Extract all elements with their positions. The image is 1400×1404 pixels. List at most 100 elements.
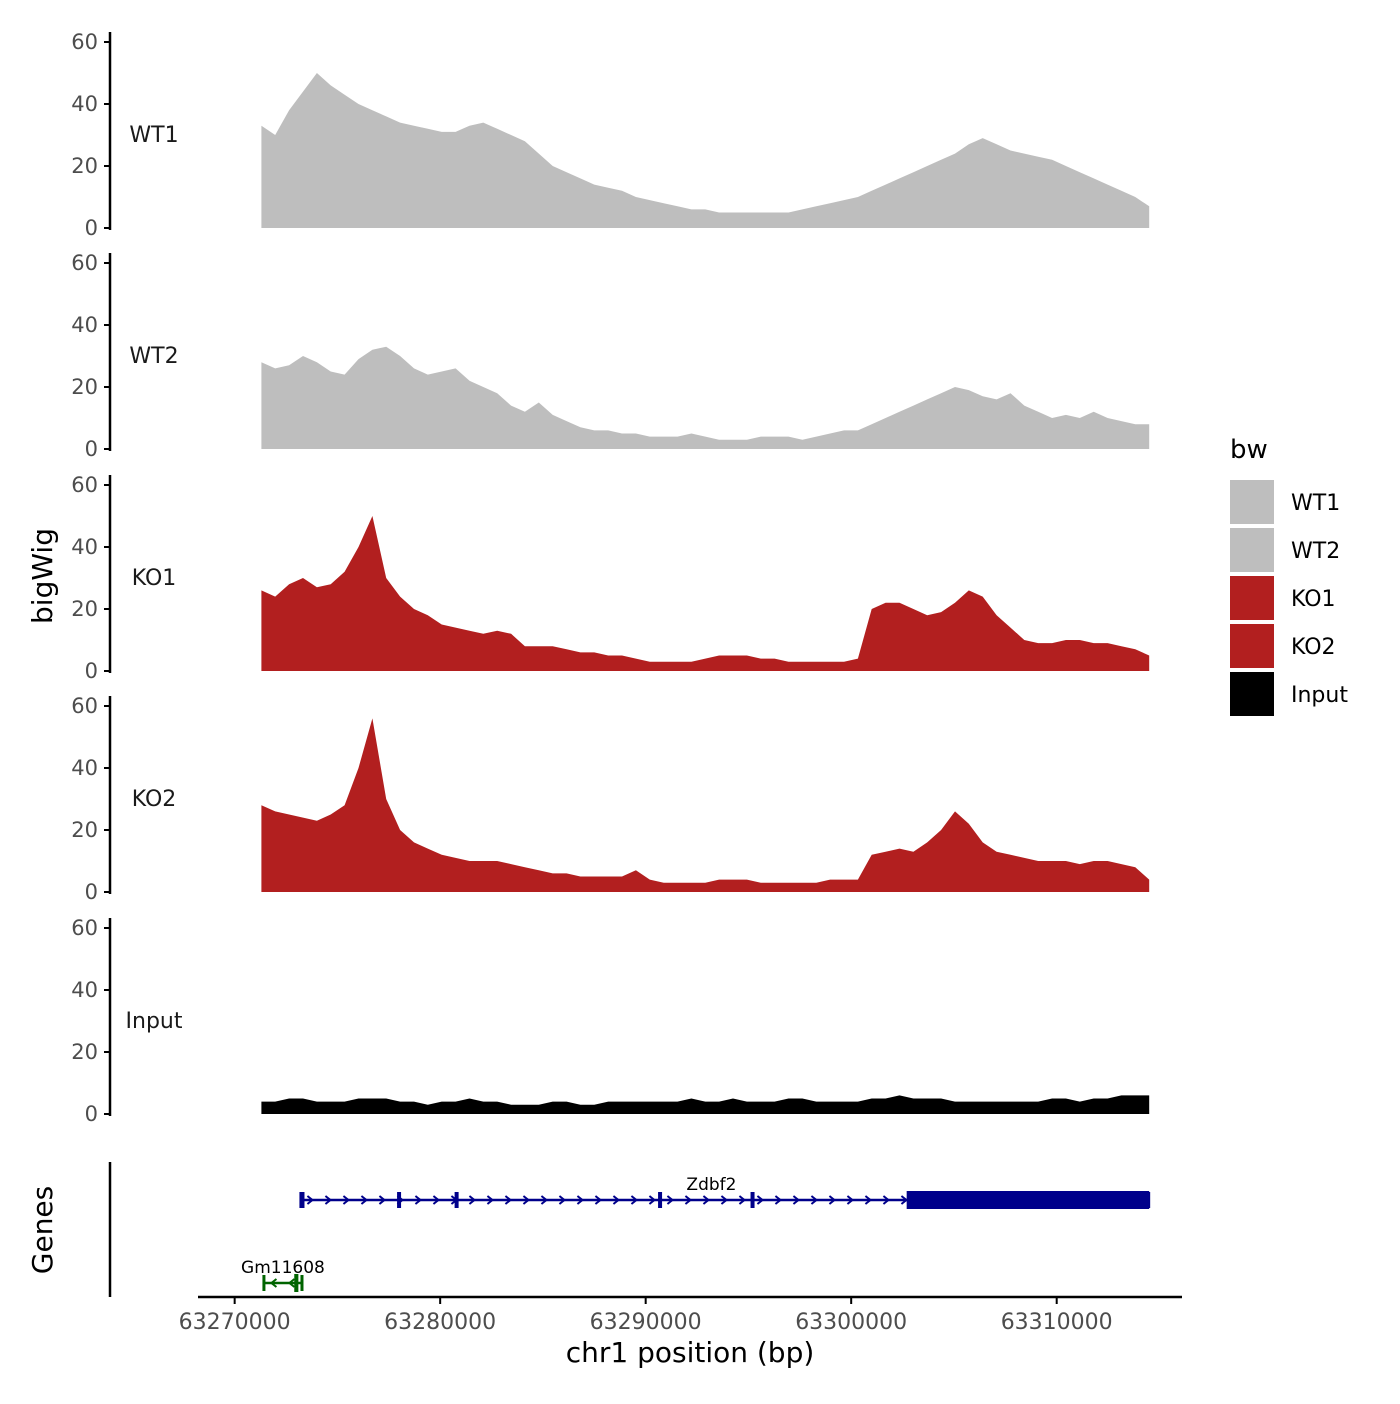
y-tick-label: 60	[71, 251, 98, 275]
y-tick-label: 60	[71, 694, 98, 718]
legend-swatch-wt1	[1230, 480, 1274, 524]
legend-swatch-input	[1230, 672, 1274, 716]
strand-arrow	[630, 1195, 639, 1205]
strand-arrow	[378, 1195, 387, 1205]
gene-label: Gm11608	[241, 1258, 325, 1278]
strand-arrow	[864, 1195, 873, 1205]
strand-arrow	[414, 1195, 423, 1205]
y-tick-label: 0	[85, 216, 98, 240]
y-tick-label: 0	[85, 1102, 98, 1126]
legend-label-wt1: WT1	[1291, 491, 1340, 516]
exon-mark	[300, 1192, 305, 1208]
strand-arrow	[828, 1195, 837, 1205]
signal-area-ko1	[261, 516, 1150, 671]
y-tick-label: 20	[71, 818, 98, 842]
legend-label-ko1: KO1	[1291, 587, 1336, 612]
strand-arrow	[486, 1195, 495, 1205]
strand-arrow	[306, 1195, 315, 1205]
gene-zdbf2: Zdbf2	[299, 1175, 1151, 1209]
legend-label-wt2: WT2	[1291, 539, 1340, 564]
strand-arrow	[648, 1195, 657, 1205]
strand-arrow	[594, 1195, 603, 1205]
y-tick-label: 40	[71, 756, 98, 780]
track-wt2: 0 20 40 60 WT2	[71, 251, 1150, 461]
y-tick-label: 20	[71, 597, 98, 621]
strand-arrow	[684, 1195, 693, 1205]
exon-mark	[750, 1192, 755, 1208]
y-tick-label: 40	[71, 313, 98, 337]
y-tick-label: 0	[85, 659, 98, 683]
strand-arrow	[666, 1195, 675, 1205]
strand-arrow	[882, 1195, 891, 1205]
gene-label: Zdbf2	[686, 1175, 736, 1195]
signal-area-wt2	[261, 346, 1150, 449]
strand-arrow	[702, 1195, 711, 1205]
strand-arrow	[576, 1195, 585, 1205]
strand-arrow	[900, 1195, 909, 1205]
legend-swatch-wt2	[1230, 528, 1274, 572]
x-axis: 63270000 63280000 63290000 63300000 63310000	[179, 1295, 1182, 1335]
y-tick-label: 0	[85, 880, 98, 904]
signal-area-wt1	[261, 73, 1150, 228]
strand-arrow	[324, 1195, 333, 1205]
strand-arrow	[342, 1195, 351, 1205]
x-tick-label: 63300000	[795, 1310, 907, 1335]
track-label-wt2: WT2	[129, 344, 178, 369]
strand-arrow	[792, 1195, 801, 1205]
track-wt1: 0 20 40 60 WT1	[71, 30, 1150, 240]
y-tick-label: 40	[71, 92, 98, 116]
strand-arrow	[269, 1278, 278, 1288]
strand-arrow	[810, 1195, 819, 1205]
gene-thick-block	[906, 1191, 1150, 1209]
y-tick-label: 60	[71, 473, 98, 497]
strand-arrow	[432, 1195, 441, 1205]
legend-title: bw	[1230, 435, 1268, 465]
gene-gm11608: Gm11608	[241, 1258, 325, 1292]
gene-start-cap	[262, 1275, 266, 1291]
track-ko1: 0 20 40 60 KO1	[71, 473, 1150, 683]
y-tick-label: 20	[71, 1040, 98, 1064]
track-label-input: Input	[126, 1009, 183, 1034]
legend-label-input: Input	[1291, 683, 1348, 708]
strand-arrow	[522, 1195, 531, 1205]
gene-thick-block	[294, 1274, 299, 1292]
x-tick-label: 63310000	[1001, 1310, 1113, 1335]
strand-arrow	[774, 1195, 783, 1205]
y-tick-label: 40	[71, 978, 98, 1002]
legend-label-ko2: KO2	[1291, 635, 1336, 660]
y-tick-label: 20	[71, 154, 98, 178]
strand-arrow	[756, 1195, 765, 1205]
track-ko2: 0 20 40 60 KO2	[71, 694, 1150, 904]
x-tick-label: 63290000	[590, 1310, 702, 1335]
track-label-ko2: KO2	[132, 787, 177, 812]
y-axis-title: bigWig	[26, 528, 59, 624]
track-label-wt1: WT1	[129, 123, 178, 148]
genes-axis-title: Genes	[26, 1186, 59, 1274]
gene-end-cap	[300, 1275, 304, 1291]
y-tick-label: 0	[85, 437, 98, 461]
strand-arrow	[468, 1195, 477, 1205]
legend-swatch-ko2	[1230, 624, 1274, 668]
strand-arrow	[360, 1195, 369, 1205]
legend: bw WT1 WT2 KO1 KO2 Input	[1230, 435, 1348, 716]
signal-area-input	[261, 1095, 1150, 1114]
x-tick-label: 63270000	[179, 1310, 291, 1335]
strand-arrow	[504, 1195, 513, 1205]
exon-mark	[658, 1192, 663, 1208]
x-axis-title: chr1 position (bp)	[566, 1336, 815, 1369]
strand-arrow	[720, 1195, 729, 1205]
x-tick-label: 63280000	[384, 1310, 496, 1335]
strand-arrow	[846, 1195, 855, 1205]
y-tick-label: 60	[71, 30, 98, 54]
strand-arrow	[540, 1195, 549, 1205]
genes-panel: Zdbf2 Gm11608	[108, 1162, 1151, 1297]
gene-start-cap	[299, 1192, 303, 1208]
legend-swatch-ko1	[1230, 576, 1274, 620]
exon-mark	[397, 1192, 402, 1208]
strand-arrow	[558, 1195, 567, 1205]
strand-arrow	[738, 1195, 747, 1205]
track-panels: 0 20 40 60 WT1 0 20 40 60 WT2 0 20 40 60 KO1 0 20 40 60 KO2…	[71, 30, 1150, 1126]
y-tick-label: 20	[71, 375, 98, 399]
